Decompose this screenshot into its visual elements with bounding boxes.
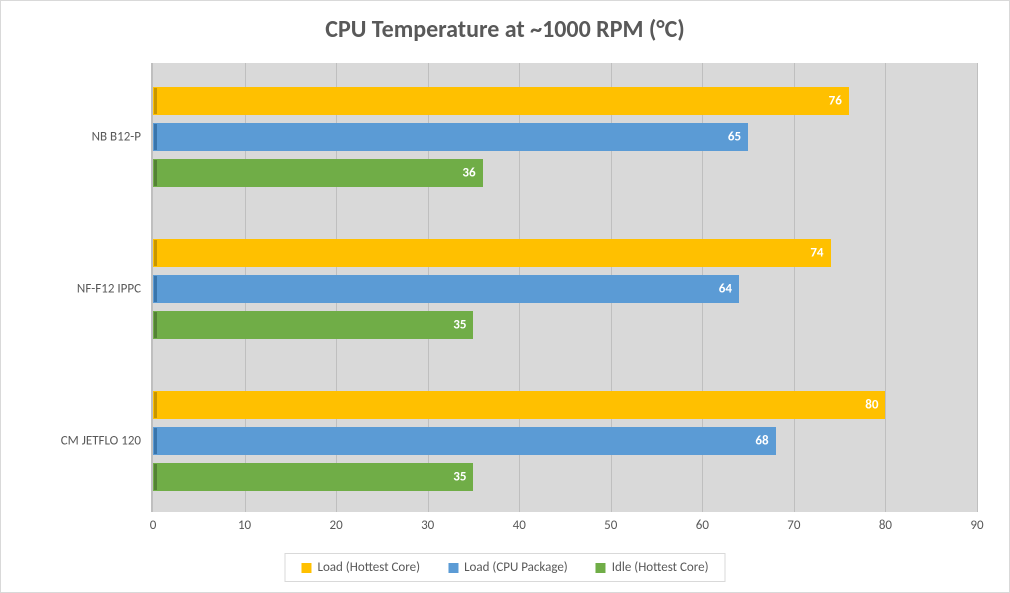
gridline (794, 63, 795, 512)
legend-item: Idle (Hottest Core) (596, 560, 709, 575)
x-tick-label: 70 (787, 518, 800, 533)
x-tick-label: 40 (513, 518, 526, 533)
bar-accent (154, 124, 157, 150)
x-tick-label: 60 (696, 518, 709, 533)
gridline (885, 63, 886, 512)
bar: 80 (153, 391, 885, 419)
legend-swatch (448, 563, 458, 573)
bar-accent (154, 312, 157, 338)
bar-accent (154, 160, 157, 186)
bar: 65 (153, 123, 748, 151)
x-tick-label: 30 (421, 518, 434, 533)
bar-accent (154, 88, 157, 114)
legend-item: Load (Hottest Core) (301, 560, 420, 575)
x-tick-label: 10 (238, 518, 251, 533)
plot-wrapper: 0102030405060708090NB B12-P766536NF-F12 … (151, 63, 977, 512)
bar-accent (154, 240, 157, 266)
bar-data-label: 76 (829, 93, 842, 108)
y-category-label: NF-F12 IPPC (77, 281, 141, 296)
legend-label: Load (Hottest Core) (317, 560, 420, 575)
x-tick-label: 50 (604, 518, 617, 533)
bar-data-label: 65 (728, 129, 741, 144)
bar-data-label: 35 (453, 469, 466, 484)
y-category-label: NB B12-P (92, 129, 141, 144)
x-tick-label: 80 (879, 518, 892, 533)
bar-data-label: 36 (462, 165, 475, 180)
bar-data-label: 74 (810, 245, 823, 260)
bar-accent (154, 392, 157, 418)
bar-data-label: 80 (865, 397, 878, 412)
legend-label: Load (CPU Package) (464, 560, 568, 575)
legend: Load (Hottest Core) Load (CPU Package) Idl… (284, 553, 725, 582)
x-tick-label: 0 (150, 518, 157, 533)
bar-accent (154, 276, 157, 302)
legend-swatch (301, 563, 311, 573)
bar-data-label: 35 (453, 317, 466, 332)
bar: 35 (153, 463, 473, 491)
bar: 64 (153, 275, 739, 303)
bar: 36 (153, 159, 483, 187)
x-tick-label: 20 (330, 518, 343, 533)
x-tick-label: 90 (970, 518, 983, 533)
gridline (977, 63, 978, 512)
legend-item: Load (CPU Package) (448, 560, 568, 575)
bar: 68 (153, 427, 776, 455)
bar: 35 (153, 311, 473, 339)
bar-accent (154, 428, 157, 454)
legend-label: Idle (Hottest Core) (612, 560, 709, 575)
bar-accent (154, 464, 157, 490)
plot-area: 0102030405060708090NB B12-P766536NF-F12 … (151, 63, 977, 512)
bar-data-label: 64 (719, 281, 732, 296)
chart-title: CPU Temperature at ~1000 RPM (°C) (1, 1, 1009, 50)
bar: 74 (153, 239, 831, 267)
bar: 76 (153, 87, 849, 115)
chart-container: CPU Temperature at ~1000 RPM (°C) 0 10 20 3… (0, 0, 1010, 593)
bar-data-label: 68 (755, 433, 768, 448)
y-category-label: CM JETFLO 120 (61, 433, 141, 448)
legend-swatch (596, 563, 606, 573)
